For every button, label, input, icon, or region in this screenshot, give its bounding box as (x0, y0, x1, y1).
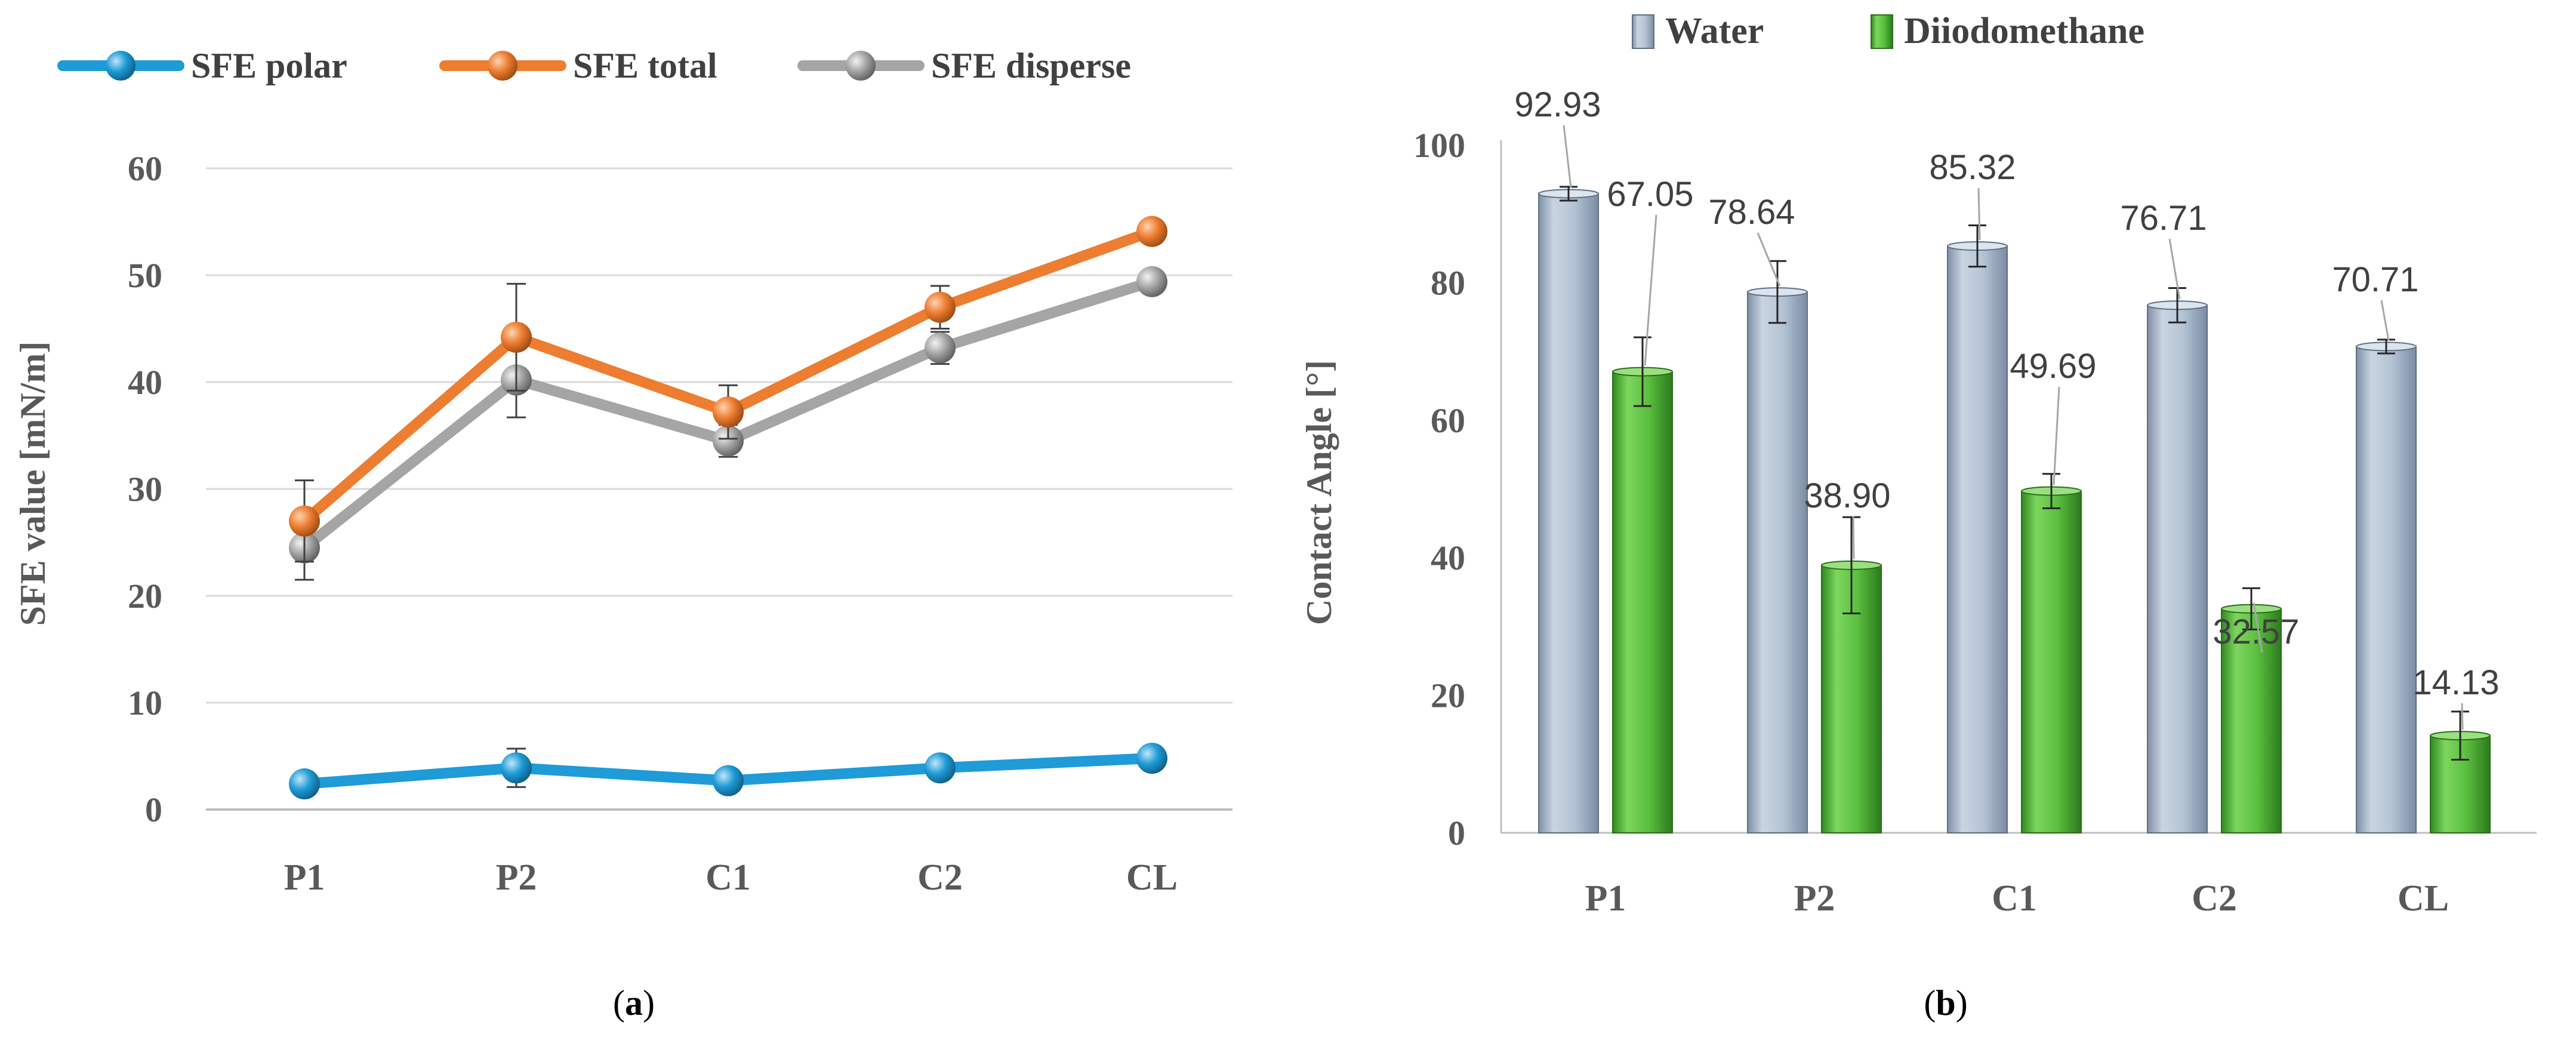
panel-b-leader-line (1644, 214, 1657, 366)
panel-b-bar (1747, 291, 1808, 833)
panel-a-data-point (1136, 216, 1167, 247)
panel-b-bar (1612, 371, 1673, 833)
panel-b-leader-line (2053, 386, 2060, 485)
panel-b-y-tick-label: 60 (1431, 401, 1465, 440)
panel-b-leader-line (2461, 703, 2464, 730)
panel-a-data-point (925, 332, 956, 364)
panel-a-x-tick-label: CL (1126, 857, 1178, 898)
panel-a-x-tick-label: P2 (496, 857, 537, 898)
panel-b-leader-line (2168, 238, 2181, 300)
panel-b-y-tick-label: 20 (1431, 676, 1465, 715)
panel-a-legend-label: SFE polar (191, 46, 347, 85)
panel-a-y-tick-label: 40 (128, 363, 162, 402)
panel-a-legend: SFE polar SFE total SFE disperse (57, 46, 1131, 85)
panel-b-y-tick-label: 100 (1413, 126, 1465, 165)
panel-b-bar (1947, 245, 2008, 833)
panel-a-y-axis-label: SFE value [mN/m] (13, 341, 53, 626)
panel-b-legend-entry: Water (1632, 11, 1764, 51)
panel-b-bar (2147, 304, 2208, 834)
panel-a-legend-entry: SFE total (439, 46, 717, 85)
panel-b-leader-line (1757, 232, 1781, 287)
panel-b-legend-swatch (1871, 14, 1893, 49)
panel-b-bar (1821, 564, 1882, 833)
panel-b-legend-entry: Diiodomethane (1871, 11, 2144, 51)
panel-a-data-point (925, 291, 956, 323)
panel-b-leader-line (1977, 187, 1981, 241)
panel-a-data-point (1136, 266, 1167, 297)
panel-a-legend-marker (106, 51, 135, 81)
panel-b-y-ticks: 0 20 40 60 80 100 (1413, 126, 1465, 853)
panel-b-series-water: 92.93 78.64 85.32 76.71 70.71 (1514, 85, 2419, 834)
panel-a-legend-label: SFE disperse (931, 46, 1131, 85)
panel-a-legend-entry: SFE disperse (797, 46, 1131, 85)
panel-b-legend-label: Diiodomethane (1904, 11, 2144, 51)
panel-b-bar-chart: 0 20 40 60 80 100 P1 P2 C1 C2 CL Contact Angle [°… (1299, 11, 2537, 1023)
panel-b-data-label: 85.32 (1929, 148, 2016, 187)
panel-a-x-tick-label: C1 (705, 857, 751, 898)
panel-b-series: 92.93 78.64 85.32 76.71 70.71 67.05 38.90 49.69… (1514, 85, 2500, 834)
panel-b-data-label: 67.05 (1607, 175, 1693, 214)
panel-b-x-tick-label: CL (2398, 878, 2449, 919)
panel-a-series-sfe-polar (289, 743, 1167, 800)
panel-b-data-label: 38.90 (1804, 476, 1890, 515)
panel-a-y-tick-label: 60 (128, 149, 162, 188)
panel-a-data-point (501, 321, 532, 353)
panel-a-y-tick-label: 0 (145, 790, 162, 829)
panel-b-bar (2356, 346, 2417, 833)
panel-b-leader-line (1563, 125, 1572, 188)
panel-b-data-label: 92.93 (1514, 85, 1601, 124)
panel-b-bar (1538, 193, 1599, 833)
panel-b-y-tick-label: 40 (1431, 538, 1465, 577)
panel-a-data-point (925, 752, 956, 784)
panel-b-x-tick-label: P2 (1794, 878, 1835, 919)
panel-a-y-ticks: 0 10 20 30 40 50 60 (128, 149, 162, 829)
panel-a-legend-label: SFE total (573, 46, 717, 85)
panel-a-data-point (289, 505, 320, 537)
panel-a-data-point (501, 752, 532, 784)
panel-b-data-label: 76.71 (2120, 199, 2207, 238)
panel-a-caption: (a) (613, 983, 655, 1023)
panel-b-data-label: 32.57 (2213, 613, 2299, 651)
panel-a-series-sfe-total (289, 216, 1167, 563)
panel-a-data-point (713, 765, 744, 796)
panel-b-legend: Water Diiodomethane (1632, 11, 2144, 51)
panel-b-legend-swatch (1632, 14, 1654, 49)
panel-b-bar (2021, 490, 2082, 833)
panel-b-bar (2221, 608, 2282, 833)
panel-b-caption: (b) (1924, 983, 1967, 1023)
panel-b-x-tick-label: P1 (1585, 878, 1626, 919)
panel-b-series-diiodomethane: 67.05 38.90 49.69 32.57 14.13 (1607, 175, 2500, 834)
panel-b-y-tick-label: 0 (1448, 814, 1465, 853)
panel-a-x-ticks: P1 P2 C1 C2 CL (284, 857, 1178, 898)
panel-a-legend-marker (846, 51, 876, 81)
panel-b-y-axis-label: Contact Angle [°] (1299, 360, 1339, 625)
panel-a-x-tick-label: P1 (284, 857, 325, 898)
panel-b-data-label: 49.69 (2010, 347, 2096, 386)
panel-a-x-tick-label: C2 (917, 857, 963, 898)
panel-a-y-tick-label: 10 (128, 684, 162, 722)
panel-a-data-point (1136, 743, 1167, 774)
panel-b-data-label: 78.64 (1708, 193, 1795, 232)
panel-a-y-tick-label: 20 (128, 577, 162, 616)
panel-b-x-tick-label: C1 (1992, 878, 2037, 919)
panel-b-leader-line (1852, 516, 1855, 559)
panel-a-data-point (713, 425, 744, 457)
panel-b-x-tick-label: C2 (2192, 878, 2237, 919)
panel-b-legend-label: Water (1665, 11, 1764, 51)
panel-b-y-tick-label: 80 (1431, 263, 1465, 302)
panel-b-data-label: 14.13 (2412, 663, 2499, 702)
panel-a-legend-entry: SFE polar (57, 46, 347, 85)
panel-a-line-chart: 0 10 20 30 40 50 60 P1 P2 C1 C2 CL SFE value [mN/m… (13, 46, 1232, 1023)
panel-b-leader-line (2253, 602, 2263, 653)
panel-a-y-tick-label: 30 (128, 470, 162, 509)
panel-a-legend-marker (488, 51, 517, 81)
panel-a-series (289, 216, 1167, 800)
panel-a-data-point (713, 396, 744, 428)
panel-b-leader-line (2380, 300, 2390, 341)
panel-a-y-tick-label: 50 (128, 256, 162, 295)
panel-a-data-point (289, 768, 320, 800)
panel-b-data-label: 70.71 (2332, 260, 2418, 299)
panel-b-x-ticks: P1 P2 C1 C2 CL (1585, 878, 2449, 919)
